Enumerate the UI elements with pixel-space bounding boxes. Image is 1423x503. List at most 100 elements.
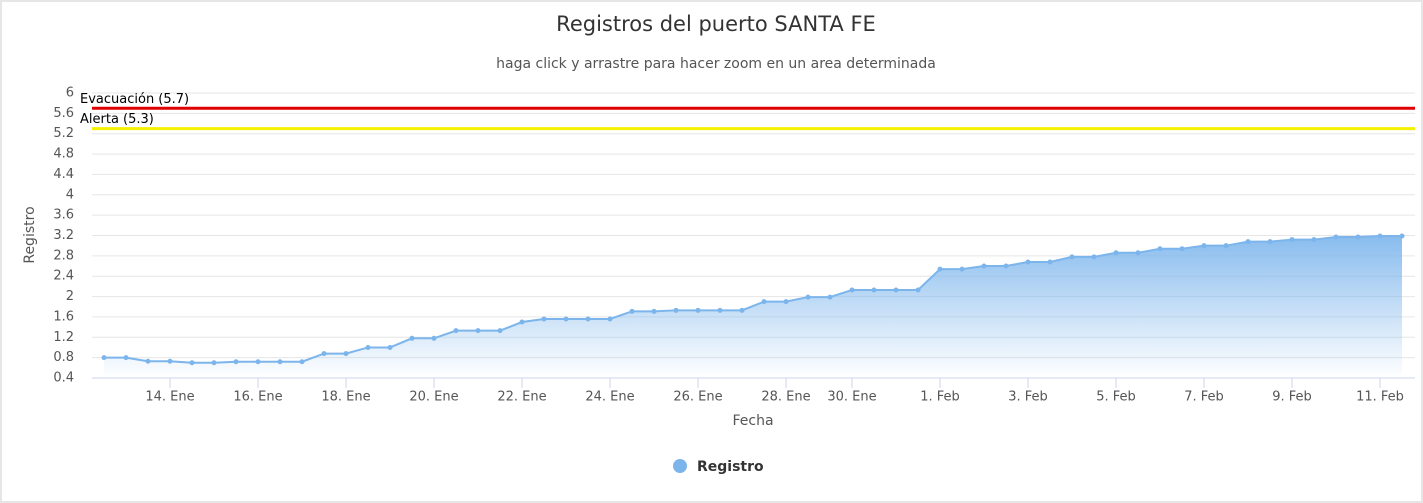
point (607, 316, 613, 322)
point (585, 316, 591, 322)
y-tick-label: 6 (66, 86, 74, 101)
point (233, 359, 239, 365)
point (739, 307, 745, 313)
x-tick-label: 20. Ene (409, 390, 458, 405)
y-tick-label: 2.4 (53, 269, 74, 284)
point (1311, 237, 1317, 243)
x-tick-label: 22. Ene (497, 390, 546, 405)
chart-title: Registros del puerto SANTA FE (556, 12, 876, 36)
legend-marker (673, 459, 687, 473)
point (783, 299, 789, 305)
point (673, 307, 679, 313)
point (255, 359, 261, 365)
y-tick-label: 3.2 (53, 228, 74, 243)
y-tick-label: 4.4 (53, 167, 74, 182)
point (1025, 259, 1031, 265)
point (409, 335, 415, 341)
point (1047, 259, 1053, 265)
x-tick-label: 14. Ene (145, 390, 194, 405)
point (1069, 254, 1075, 260)
point (805, 294, 811, 300)
x-tick-label: 18. Ene (321, 390, 370, 405)
x-tick-label: 3. Feb (1008, 390, 1048, 405)
point (1245, 239, 1251, 245)
point (167, 358, 173, 364)
point (519, 319, 525, 325)
point (189, 360, 195, 366)
point (211, 360, 217, 366)
point (1179, 246, 1185, 252)
y-tick-label: 2.8 (53, 248, 74, 263)
x-tick-label: 26. Ene (673, 390, 722, 405)
y-tick-label: 1.2 (53, 330, 74, 345)
legend-label: Registro (697, 459, 764, 475)
point (1135, 250, 1141, 256)
x-tick-label: 24. Ene (585, 390, 634, 405)
plot-line-label: Evacuación (5.7) (80, 92, 189, 107)
y-tick-label: 5.2 (53, 126, 74, 141)
point (387, 344, 393, 350)
point (651, 308, 657, 314)
point (827, 294, 833, 300)
x-tick-label: 9. Feb (1272, 390, 1312, 405)
point (1355, 234, 1361, 240)
plot-line-label: Alerta (5.3) (80, 112, 154, 127)
point (299, 359, 305, 365)
point (497, 328, 503, 334)
y-tick-label: 0.8 (53, 350, 74, 365)
point (1003, 263, 1009, 269)
point (1223, 243, 1229, 249)
point (1091, 254, 1097, 260)
point (1399, 233, 1405, 239)
point (915, 287, 921, 293)
point (849, 287, 855, 293)
point (629, 308, 635, 314)
y-tick-label: 3.6 (53, 208, 74, 223)
point (1267, 239, 1273, 245)
point (893, 287, 899, 293)
point (717, 307, 723, 313)
point (145, 358, 151, 364)
point (1289, 237, 1295, 243)
point (123, 355, 129, 361)
point (541, 316, 547, 322)
point (761, 299, 767, 305)
point (277, 359, 283, 365)
point (871, 287, 877, 293)
point (1113, 250, 1119, 256)
point (937, 266, 943, 272)
point (431, 335, 437, 341)
x-tick-label: 16. Ene (233, 390, 282, 405)
y-tick-label: 5.6 (53, 106, 74, 121)
x-tick-label: 1. Feb (920, 390, 960, 405)
y-tick-label: 4.8 (53, 147, 74, 162)
point (981, 263, 987, 269)
point (343, 351, 349, 357)
point (101, 355, 107, 361)
x-tick-label: 5. Feb (1096, 390, 1136, 405)
y-tick-label: 4 (66, 187, 74, 202)
point (453, 328, 459, 334)
point (695, 307, 701, 313)
line (104, 235, 1402, 364)
x-tick-label: 30. Ene (827, 390, 876, 405)
x-tick-label: 11. Feb (1356, 390, 1404, 405)
point (1377, 233, 1383, 239)
y-tick-label: 0.4 (53, 371, 74, 386)
point (475, 328, 481, 334)
point (1157, 246, 1163, 252)
point (365, 344, 371, 350)
point (1333, 234, 1339, 240)
y-axis-title: Registro (22, 206, 38, 263)
point (1201, 243, 1207, 249)
point (563, 316, 569, 322)
point (321, 351, 327, 357)
x-tick-label: 28. Ene (761, 390, 810, 405)
x-axis-title: Fecha (732, 413, 773, 429)
point (959, 266, 965, 272)
y-tick-label: 1.6 (53, 309, 74, 324)
y-tick-label: 2 (66, 289, 74, 304)
x-tick-label: 7. Feb (1184, 390, 1224, 405)
